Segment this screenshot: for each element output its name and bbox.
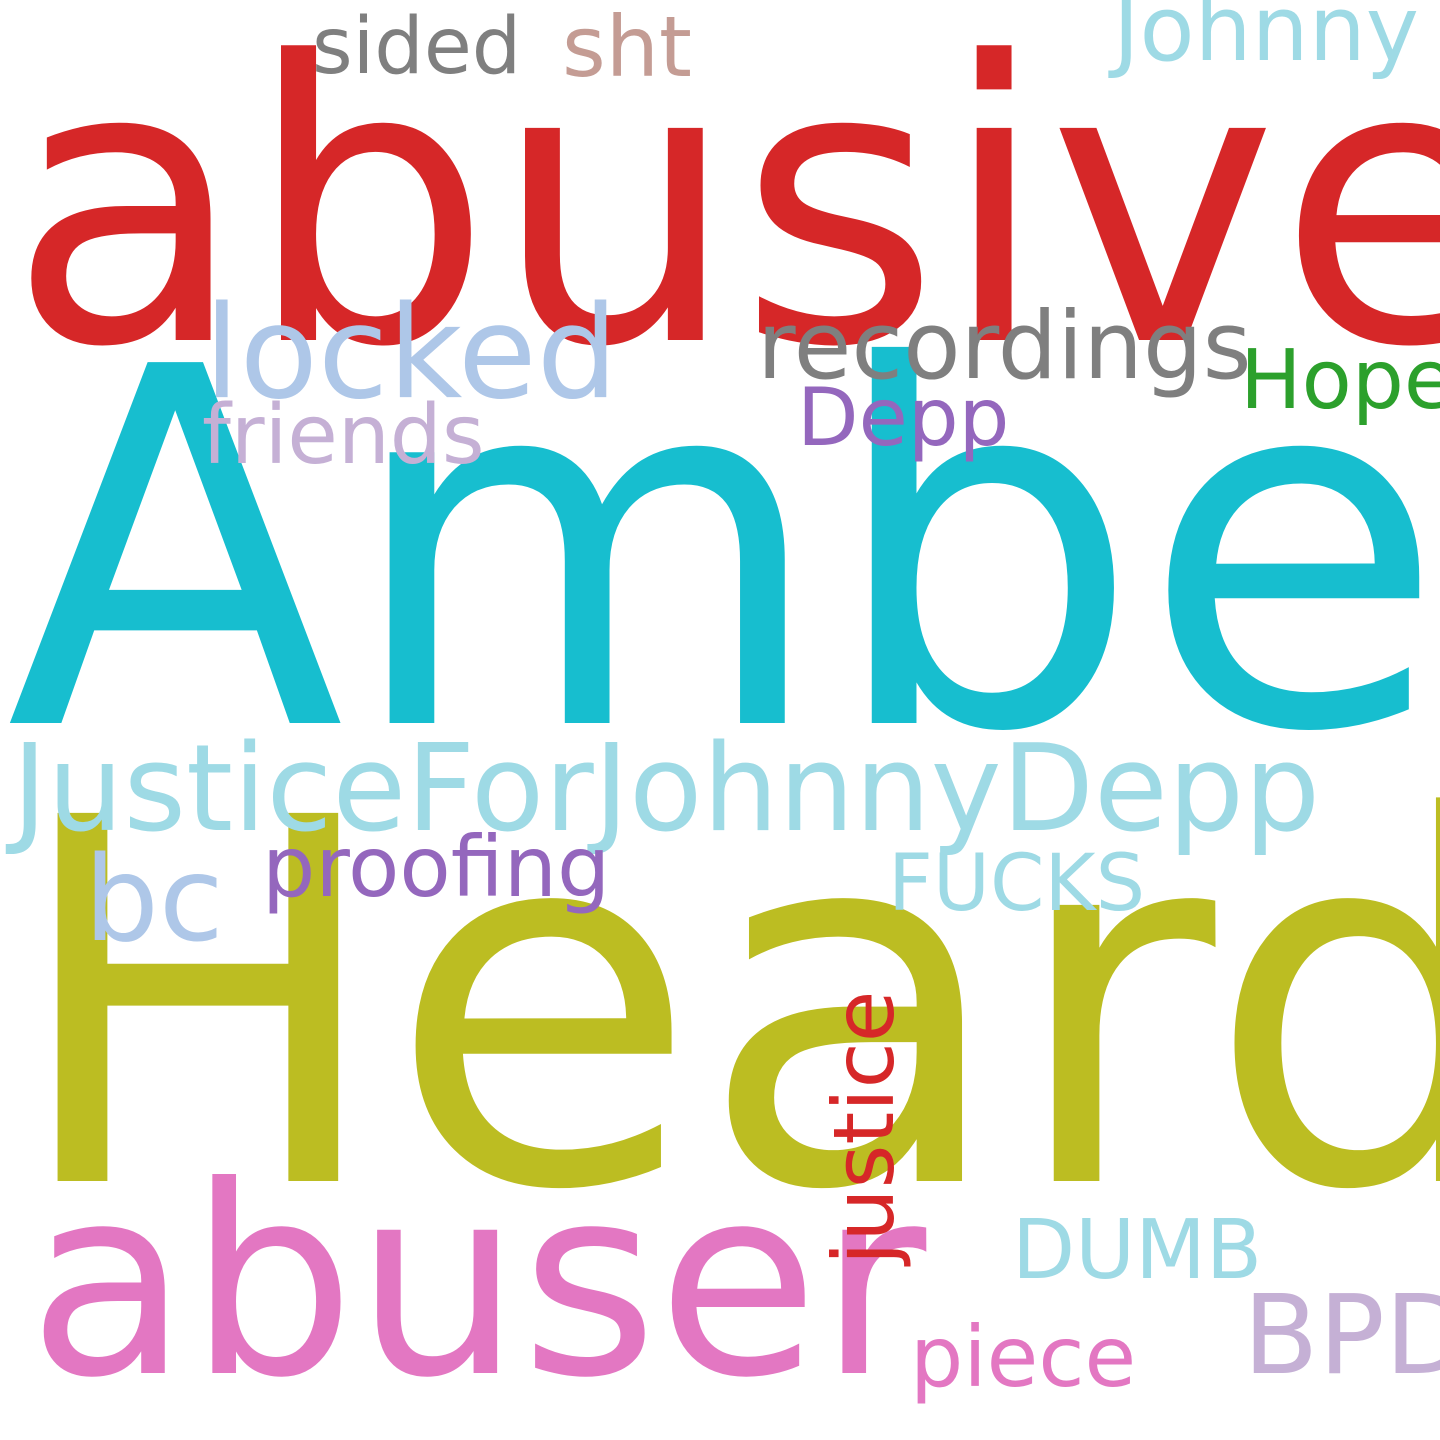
word-abusive: abusive: [8, 0, 1440, 432]
word-heard: Heard: [8, 713, 1440, 1301]
word-fucks: FUCKS: [888, 839, 1146, 929]
word-abuser: abuser: [28, 1130, 927, 1435]
word-hope: Hope: [1240, 333, 1440, 428]
word-proofing: proofing: [262, 818, 611, 916]
word-bpd: BPD: [1243, 1271, 1440, 1399]
word-piece: piece: [910, 1308, 1137, 1406]
word-justiceforjohnnydepp: JusticeForJohnnyDepp: [12, 720, 1321, 859]
word-sided: sided: [312, 2, 522, 92]
word-justice: justice: [815, 990, 913, 1265]
word-recordings: recordings: [757, 292, 1252, 401]
word-locked: locked: [204, 279, 618, 428]
word-sht: sht: [562, 0, 692, 96]
word-amber: Amber: [6, 264, 1440, 840]
word-friends: friends: [202, 388, 485, 483]
word-dumb: DUMB: [1012, 1203, 1263, 1298]
word-bc: bc: [84, 830, 224, 968]
word-johnny: Johnny: [1113, 0, 1419, 82]
word-depp: Depp: [797, 371, 1010, 464]
